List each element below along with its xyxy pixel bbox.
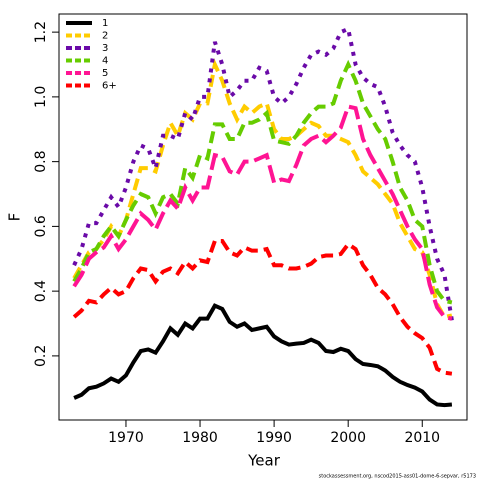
- y-tick-label: 1.2: [33, 21, 49, 43]
- y-tick-label: 0.6: [33, 215, 49, 237]
- caption: stockassessment.org, nscod2015-ass01-dom…: [319, 474, 476, 480]
- plot-frame: [58, 13, 468, 421]
- x-tick-label: 1980: [182, 430, 218, 446]
- x-tick-label: 1990: [256, 430, 292, 446]
- series-line: [72, 59, 453, 305]
- x-tick-label: 2010: [404, 430, 440, 446]
- legend-label: 4: [102, 56, 108, 67]
- legend-label: 5: [102, 68, 108, 79]
- series-line: [72, 57, 453, 320]
- x-axis-label: Year: [247, 452, 281, 470]
- legend-label: 6+: [102, 81, 117, 92]
- legend-label: 3: [102, 43, 108, 54]
- series-line: [73, 303, 453, 408]
- y-axis-label: F: [6, 213, 24, 222]
- x-tick-label: 1970: [108, 430, 144, 446]
- y-tick-label: 0.2: [33, 345, 49, 367]
- y-tick-label: 1.0: [33, 86, 49, 108]
- series-line: [72, 104, 453, 321]
- y-tick-label: 0.4: [33, 280, 49, 302]
- legend-label: 1: [102, 18, 108, 29]
- series-line: [72, 26, 454, 321]
- series-line: [72, 238, 453, 376]
- y-tick-label: 0.8: [33, 151, 49, 173]
- legend-label: 2: [102, 31, 108, 42]
- x-tick-label: 2000: [330, 430, 366, 446]
